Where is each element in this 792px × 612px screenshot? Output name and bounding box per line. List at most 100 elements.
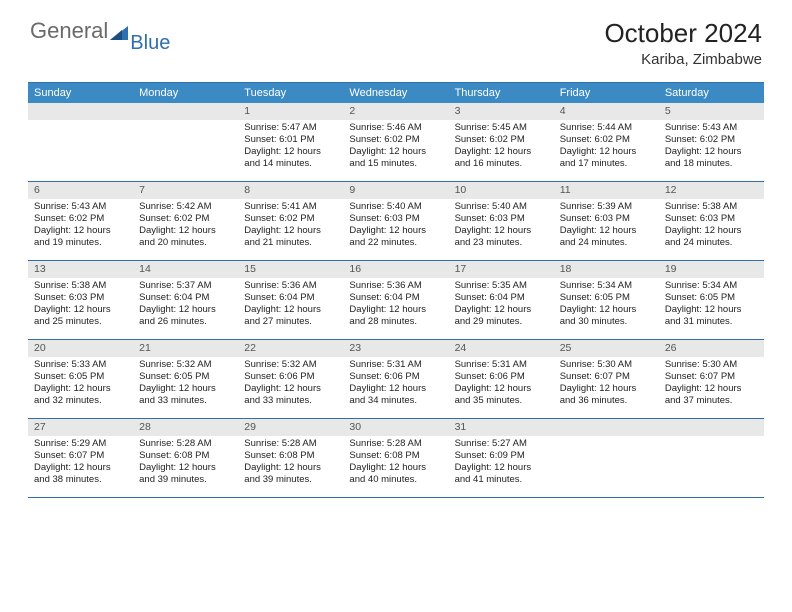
sunset-text: Sunset: 6:02 PM bbox=[244, 213, 337, 225]
calendar-cell: 11Sunrise: 5:39 AMSunset: 6:03 PMDayligh… bbox=[554, 182, 659, 260]
daylight-text: Daylight: 12 hours and 35 minutes. bbox=[455, 383, 548, 407]
daylight-text: Daylight: 12 hours and 24 minutes. bbox=[665, 225, 758, 249]
day-number: 20 bbox=[28, 340, 133, 357]
day-number: 17 bbox=[449, 261, 554, 278]
calendar-cell: 14Sunrise: 5:37 AMSunset: 6:04 PMDayligh… bbox=[133, 261, 238, 339]
calendar-cell: 4Sunrise: 5:44 AMSunset: 6:02 PMDaylight… bbox=[554, 103, 659, 181]
calendar-cell: 21Sunrise: 5:32 AMSunset: 6:05 PMDayligh… bbox=[133, 340, 238, 418]
sunset-text: Sunset: 6:02 PM bbox=[139, 213, 232, 225]
daylight-text: Daylight: 12 hours and 21 minutes. bbox=[244, 225, 337, 249]
month-title: October 2024 bbox=[604, 18, 762, 49]
sunrise-text: Sunrise: 5:46 AM bbox=[349, 122, 442, 134]
weekday-header: Thursday bbox=[449, 83, 554, 103]
day-number: 15 bbox=[238, 261, 343, 278]
calendar-cell: 8 Sunrise: 5:41 AMSunset: 6:02 PMDaylight… bbox=[238, 182, 343, 260]
sunset-text: Sunset: 6:08 PM bbox=[139, 450, 232, 462]
cell-body: Sunrise: 5:42 AMSunset: 6:02 PMDaylight:… bbox=[133, 199, 238, 253]
sunset-text: Sunset: 6:02 PM bbox=[560, 134, 653, 146]
calendar-cell: 29Sunrise: 5:28 AMSunset: 6:08 PMDayligh… bbox=[238, 419, 343, 497]
sunset-text: Sunset: 6:02 PM bbox=[665, 134, 758, 146]
day-number: 14 bbox=[133, 261, 238, 278]
sunset-text: Sunset: 6:08 PM bbox=[244, 450, 337, 462]
sunrise-text: Sunrise: 5:42 AM bbox=[139, 201, 232, 213]
day-number: 28 bbox=[133, 419, 238, 436]
sunrise-text: Sunrise: 5:43 AM bbox=[665, 122, 758, 134]
day-number bbox=[133, 103, 238, 120]
title-block: October 2024 Kariba, Zimbabwe bbox=[604, 18, 762, 68]
sunset-text: Sunset: 6:07 PM bbox=[560, 371, 653, 383]
sunrise-text: Sunrise: 5:35 AM bbox=[455, 280, 548, 292]
sunrise-text: Sunrise: 5:31 AM bbox=[455, 359, 548, 371]
calendar-cell: 24Sunrise: 5:31 AMSunset: 6:06 PMDayligh… bbox=[449, 340, 554, 418]
week-row: 13Sunrise: 5:38 AMSunset: 6:03 PMDayligh… bbox=[28, 261, 764, 340]
daylight-text: Daylight: 12 hours and 23 minutes. bbox=[455, 225, 548, 249]
calendar-cell: 26Sunrise: 5:30 AMSunset: 6:07 PMDayligh… bbox=[659, 340, 764, 418]
day-number: 6 bbox=[28, 182, 133, 199]
sunrise-text: Sunrise: 5:28 AM bbox=[349, 438, 442, 450]
day-number: 24 bbox=[449, 340, 554, 357]
calendar-cell: 10Sunrise: 5:40 AMSunset: 6:03 PMDayligh… bbox=[449, 182, 554, 260]
cell-body: Sunrise: 5:46 AMSunset: 6:02 PMDaylight:… bbox=[343, 120, 448, 174]
calendar-cell: 19Sunrise: 5:34 AMSunset: 6:05 PMDayligh… bbox=[659, 261, 764, 339]
daylight-text: Daylight: 12 hours and 33 minutes. bbox=[139, 383, 232, 407]
sunset-text: Sunset: 6:02 PM bbox=[34, 213, 127, 225]
sunrise-text: Sunrise: 5:43 AM bbox=[34, 201, 127, 213]
sunset-text: Sunset: 6:06 PM bbox=[349, 371, 442, 383]
day-number: 8 bbox=[238, 182, 343, 199]
day-number: 30 bbox=[343, 419, 448, 436]
cell-body: Sunrise: 5:39 AMSunset: 6:03 PMDaylight:… bbox=[554, 199, 659, 253]
cell-body: Sunrise: 5:45 AMSunset: 6:02 PMDaylight:… bbox=[449, 120, 554, 174]
daylight-text: Daylight: 12 hours and 14 minutes. bbox=[244, 146, 337, 170]
sunset-text: Sunset: 6:05 PM bbox=[665, 292, 758, 304]
calendar-cell: 27Sunrise: 5:29 AMSunset: 6:07 PMDayligh… bbox=[28, 419, 133, 497]
cell-body: Sunrise: 5:30 AMSunset: 6:07 PMDaylight:… bbox=[659, 357, 764, 411]
daylight-text: Daylight: 12 hours and 19 minutes. bbox=[34, 225, 127, 249]
cell-body: Sunrise: 5:35 AMSunset: 6:04 PMDaylight:… bbox=[449, 278, 554, 332]
sunrise-text: Sunrise: 5:34 AM bbox=[560, 280, 653, 292]
cell-body: Sunrise: 5:27 AMSunset: 6:09 PMDaylight:… bbox=[449, 436, 554, 490]
daylight-text: Daylight: 12 hours and 32 minutes. bbox=[34, 383, 127, 407]
daylight-text: Daylight: 12 hours and 36 minutes. bbox=[560, 383, 653, 407]
sunrise-text: Sunrise: 5:34 AM bbox=[665, 280, 758, 292]
day-number: 13 bbox=[28, 261, 133, 278]
calendar-cell: 20Sunrise: 5:33 AMSunset: 6:05 PMDayligh… bbox=[28, 340, 133, 418]
weekday-header: Monday bbox=[133, 83, 238, 103]
day-number: 23 bbox=[343, 340, 448, 357]
daylight-text: Daylight: 12 hours and 20 minutes. bbox=[139, 225, 232, 249]
sunrise-text: Sunrise: 5:36 AM bbox=[244, 280, 337, 292]
calendar-cell: 23Sunrise: 5:31 AMSunset: 6:06 PMDayligh… bbox=[343, 340, 448, 418]
day-number: 12 bbox=[659, 182, 764, 199]
day-number bbox=[554, 419, 659, 436]
daylight-text: Daylight: 12 hours and 22 minutes. bbox=[349, 225, 442, 249]
week-row: 20Sunrise: 5:33 AMSunset: 6:05 PMDayligh… bbox=[28, 340, 764, 419]
daylight-text: Daylight: 12 hours and 27 minutes. bbox=[244, 304, 337, 328]
calendar-cell: 30Sunrise: 5:28 AMSunset: 6:08 PMDayligh… bbox=[343, 419, 448, 497]
calendar: SundayMondayTuesdayWednesdayThursdayFrid… bbox=[28, 82, 764, 498]
calendar-cell: 18Sunrise: 5:34 AMSunset: 6:05 PMDayligh… bbox=[554, 261, 659, 339]
sunset-text: Sunset: 6:07 PM bbox=[665, 371, 758, 383]
day-number: 22 bbox=[238, 340, 343, 357]
cell-body: Sunrise: 5:47 AMSunset: 6:01 PMDaylight:… bbox=[238, 120, 343, 174]
daylight-text: Daylight: 12 hours and 37 minutes. bbox=[665, 383, 758, 407]
daylight-text: Daylight: 12 hours and 31 minutes. bbox=[665, 304, 758, 328]
cell-body: Sunrise: 5:32 AMSunset: 6:06 PMDaylight:… bbox=[238, 357, 343, 411]
sunset-text: Sunset: 6:01 PM bbox=[244, 134, 337, 146]
day-number: 9 bbox=[343, 182, 448, 199]
daylight-text: Daylight: 12 hours and 24 minutes. bbox=[560, 225, 653, 249]
calendar-cell: 31Sunrise: 5:27 AMSunset: 6:09 PMDayligh… bbox=[449, 419, 554, 497]
weekday-header: Friday bbox=[554, 83, 659, 103]
cell-body: Sunrise: 5:38 AMSunset: 6:03 PMDaylight:… bbox=[659, 199, 764, 253]
cell-body: Sunrise: 5:40 AMSunset: 6:03 PMDaylight:… bbox=[449, 199, 554, 253]
sunrise-text: Sunrise: 5:38 AM bbox=[665, 201, 758, 213]
calendar-cell: 28Sunrise: 5:28 AMSunset: 6:08 PMDayligh… bbox=[133, 419, 238, 497]
sunrise-text: Sunrise: 5:39 AM bbox=[560, 201, 653, 213]
calendar-cell: 3Sunrise: 5:45 AMSunset: 6:02 PMDaylight… bbox=[449, 103, 554, 181]
day-number: 25 bbox=[554, 340, 659, 357]
day-number: 7 bbox=[133, 182, 238, 199]
weekday-header: Tuesday bbox=[238, 83, 343, 103]
sunrise-text: Sunrise: 5:41 AM bbox=[244, 201, 337, 213]
calendar-cell: 6 Sunrise: 5:43 AMSunset: 6:02 PMDaylight… bbox=[28, 182, 133, 260]
cell-body: Sunrise: 5:44 AMSunset: 6:02 PMDaylight:… bbox=[554, 120, 659, 174]
sunrise-text: Sunrise: 5:28 AM bbox=[139, 438, 232, 450]
day-number: 10 bbox=[449, 182, 554, 199]
